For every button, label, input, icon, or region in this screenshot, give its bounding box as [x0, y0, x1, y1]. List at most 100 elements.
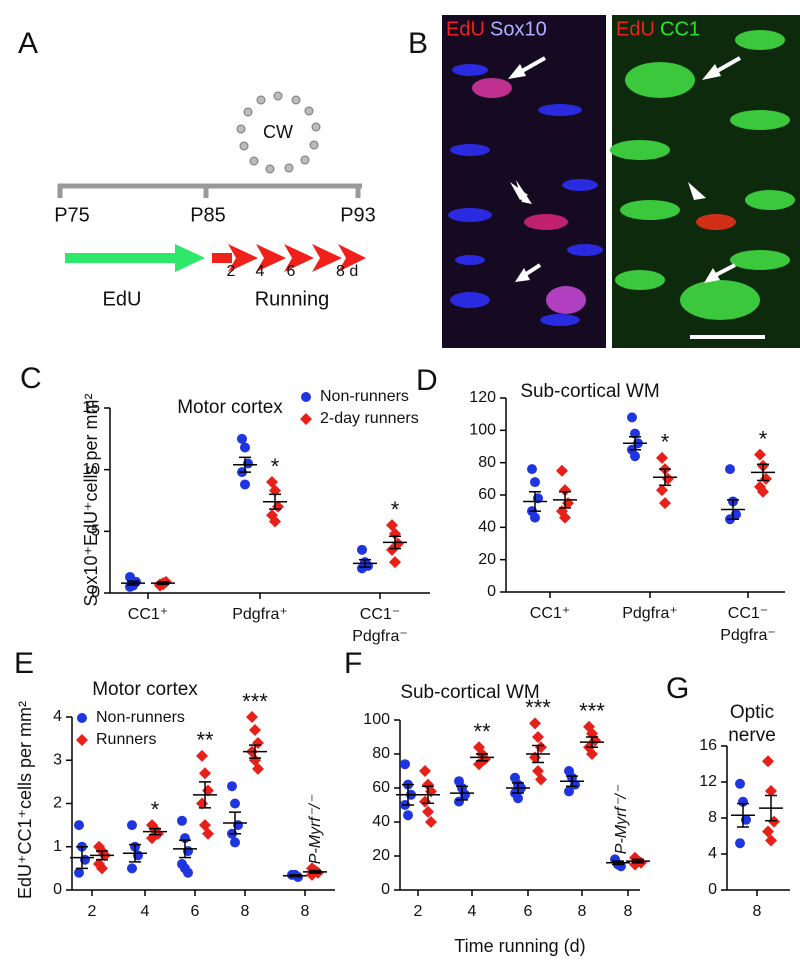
- y-tick-label: 0: [53, 881, 62, 898]
- significance: **: [473, 719, 491, 744]
- y-tick-label: 12: [699, 773, 717, 790]
- data-point: [177, 815, 187, 826]
- data-point: [199, 767, 211, 780]
- legend-label: Non-runners: [96, 709, 185, 726]
- error-bar: [179, 839, 191, 859]
- error-bar: [757, 463, 769, 482]
- y-tick-label: 1: [53, 838, 62, 855]
- legend-marker: [300, 413, 312, 425]
- timeline-label: P75: [54, 204, 90, 226]
- data-point: [513, 793, 523, 804]
- error-bar: [512, 782, 524, 794]
- edu-cell: [696, 214, 736, 230]
- error-bar: [149, 827, 161, 836]
- y-tick-label: 5: [91, 523, 100, 540]
- error-bar: [239, 456, 251, 473]
- y-tick-label: 20: [372, 847, 390, 864]
- data-point: [419, 795, 431, 808]
- edu-label: EdU: [103, 288, 142, 310]
- y-tick-label: 0: [91, 584, 100, 601]
- error-bar: [129, 843, 141, 863]
- data-point: [125, 571, 135, 582]
- channel-label: EdU: [446, 18, 485, 40]
- y-tick-label: 40: [478, 519, 496, 536]
- y-tick-label: 0: [487, 583, 496, 600]
- timeline: [57, 183, 362, 198]
- x-tick-label: 4: [141, 903, 150, 920]
- error-bar: [566, 775, 578, 788]
- arrows: [508, 56, 765, 339]
- y-tick-label: 100: [363, 711, 390, 728]
- data-point: [230, 837, 240, 848]
- panel-b: B EdU Sox10 EdU CC1: [408, 15, 800, 348]
- significance: *: [661, 430, 670, 455]
- y-tick-label: 8: [708, 809, 717, 826]
- x-tick-label: 8: [753, 903, 762, 920]
- data-point: [630, 451, 640, 462]
- error-bar: [629, 436, 641, 451]
- chart-title: Optic: [730, 702, 774, 723]
- x-tick-label: CC1⁻: [360, 606, 400, 623]
- error-bar: [389, 535, 401, 550]
- data-point: [586, 748, 598, 760]
- data-point: [559, 511, 571, 524]
- timeline-label: P85: [190, 204, 226, 226]
- significance: ***: [242, 689, 268, 714]
- data-point: [627, 412, 637, 423]
- day-label: 8 d: [336, 263, 358, 280]
- error-bar: [586, 736, 598, 748]
- x-tick-label: 6: [524, 903, 533, 920]
- data-point: [74, 820, 84, 831]
- day-label: 2: [227, 263, 236, 280]
- significance: *: [759, 426, 768, 451]
- data-point: [762, 755, 774, 768]
- error-bar: [559, 491, 571, 509]
- panel-label: A: [18, 27, 38, 60]
- panel-label: E: [14, 647, 34, 680]
- x-tick-label: 4: [468, 903, 477, 920]
- y-tick-label: 0: [708, 881, 717, 898]
- panel-label: B: [408, 27, 428, 60]
- error-bar: [765, 794, 777, 822]
- error-bar: [529, 491, 541, 512]
- y-tick-label: 40: [372, 813, 390, 830]
- error-bar: [309, 869, 321, 874]
- legend-marker: [77, 713, 87, 723]
- y-tick-label: 0: [381, 881, 390, 898]
- error-bar: [249, 744, 261, 759]
- y-tick-label: 80: [478, 454, 496, 471]
- day-label: 6: [287, 263, 296, 280]
- data-point: [74, 867, 84, 878]
- data-point: [529, 751, 541, 764]
- data-point: [422, 805, 434, 818]
- x-tick-label: 8: [301, 903, 310, 920]
- error-bar: [422, 785, 434, 805]
- edu-cell: [546, 286, 586, 314]
- y-tick-label: 20: [478, 551, 496, 568]
- y-tick-label: 120: [469, 389, 496, 406]
- error-bar: [199, 781, 211, 809]
- data-point: [559, 484, 571, 497]
- x-tick-label: CC1⁺: [530, 605, 570, 622]
- chart-title: Motor cortex: [177, 397, 283, 418]
- error-bar: [76, 846, 88, 870]
- significance: **: [196, 728, 214, 753]
- data-point: [389, 556, 401, 569]
- legend-label: 2-day runners: [320, 410, 419, 427]
- timeline-label: P93: [340, 204, 376, 226]
- data-point: [659, 497, 671, 510]
- data-point: [246, 711, 258, 723]
- data-point: [765, 785, 777, 797]
- data-point: [656, 484, 668, 497]
- data-point: [725, 464, 735, 475]
- day-label: 4: [256, 263, 265, 280]
- legend-label: Non-runners: [320, 388, 409, 405]
- cw-ring: [236, 91, 321, 174]
- data-point: [269, 515, 281, 528]
- data-point: [757, 485, 769, 498]
- error-bar: [727, 499, 739, 520]
- running-label: Running: [255, 288, 330, 310]
- channel-label: EdU: [616, 18, 655, 40]
- error-bar: [359, 558, 371, 568]
